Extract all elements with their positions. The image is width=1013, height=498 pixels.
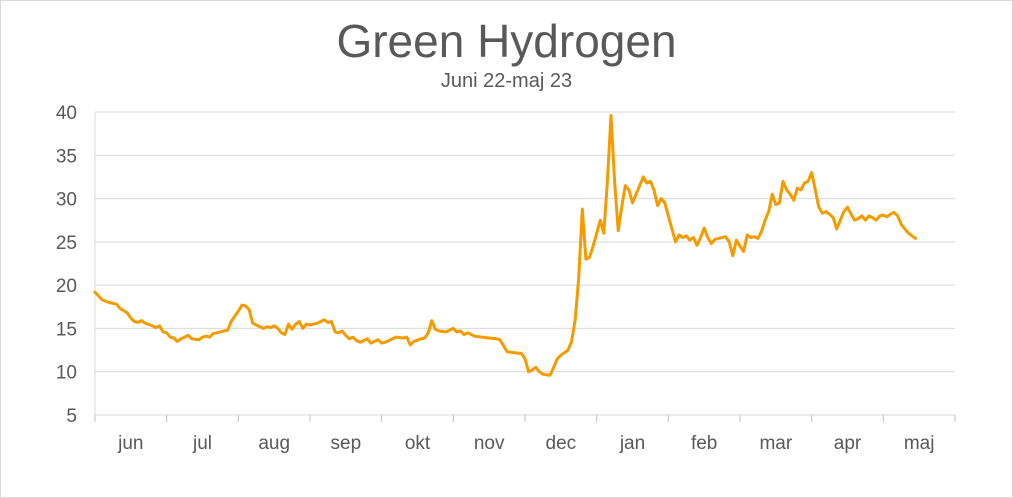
y-tick-label: 10 (56, 363, 77, 384)
y-tick-label: 25 (56, 233, 77, 254)
x-tick-label-feb: feb (691, 433, 717, 454)
y-tick-label: 5 (66, 406, 77, 427)
x-tick-label-sep: sep (331, 433, 362, 454)
x-tick-label-jul: jul (192, 433, 212, 454)
x-axis: jun jul aug sep okt nov dec jan feb mar apr maj (94, 112, 956, 454)
chart-subtitle: Juni 22-maj 23 (440, 70, 573, 92)
x-tick-label-mar: mar (759, 433, 792, 454)
series-line-0 (93, 114, 918, 377)
y-tick-label: 15 (56, 319, 77, 340)
x-tick-label-jan: jan (619, 433, 645, 454)
y-tick-label: 40 (56, 103, 77, 124)
y-tick-label: 35 (56, 146, 77, 167)
gridlines (95, 111, 955, 416)
x-tick-label-apr: apr (834, 433, 862, 454)
x-tick-label-aug: aug (258, 433, 290, 454)
y-tick-label: 20 (56, 276, 77, 297)
series-layer (93, 114, 918, 377)
y-tick-label: 30 (56, 190, 77, 211)
y-axis: 5 10 15 20 25 30 35 40 (56, 103, 77, 427)
x-tick-label-jun: jun (117, 433, 143, 454)
x-tick-label-nov: nov (474, 433, 505, 454)
x-tick-label-maj: maj (904, 433, 935, 454)
x-tick-label-okt: okt (405, 433, 431, 454)
chart-title: Green Hydrogen (336, 15, 677, 67)
x-tick-label-dec: dec (546, 433, 577, 454)
